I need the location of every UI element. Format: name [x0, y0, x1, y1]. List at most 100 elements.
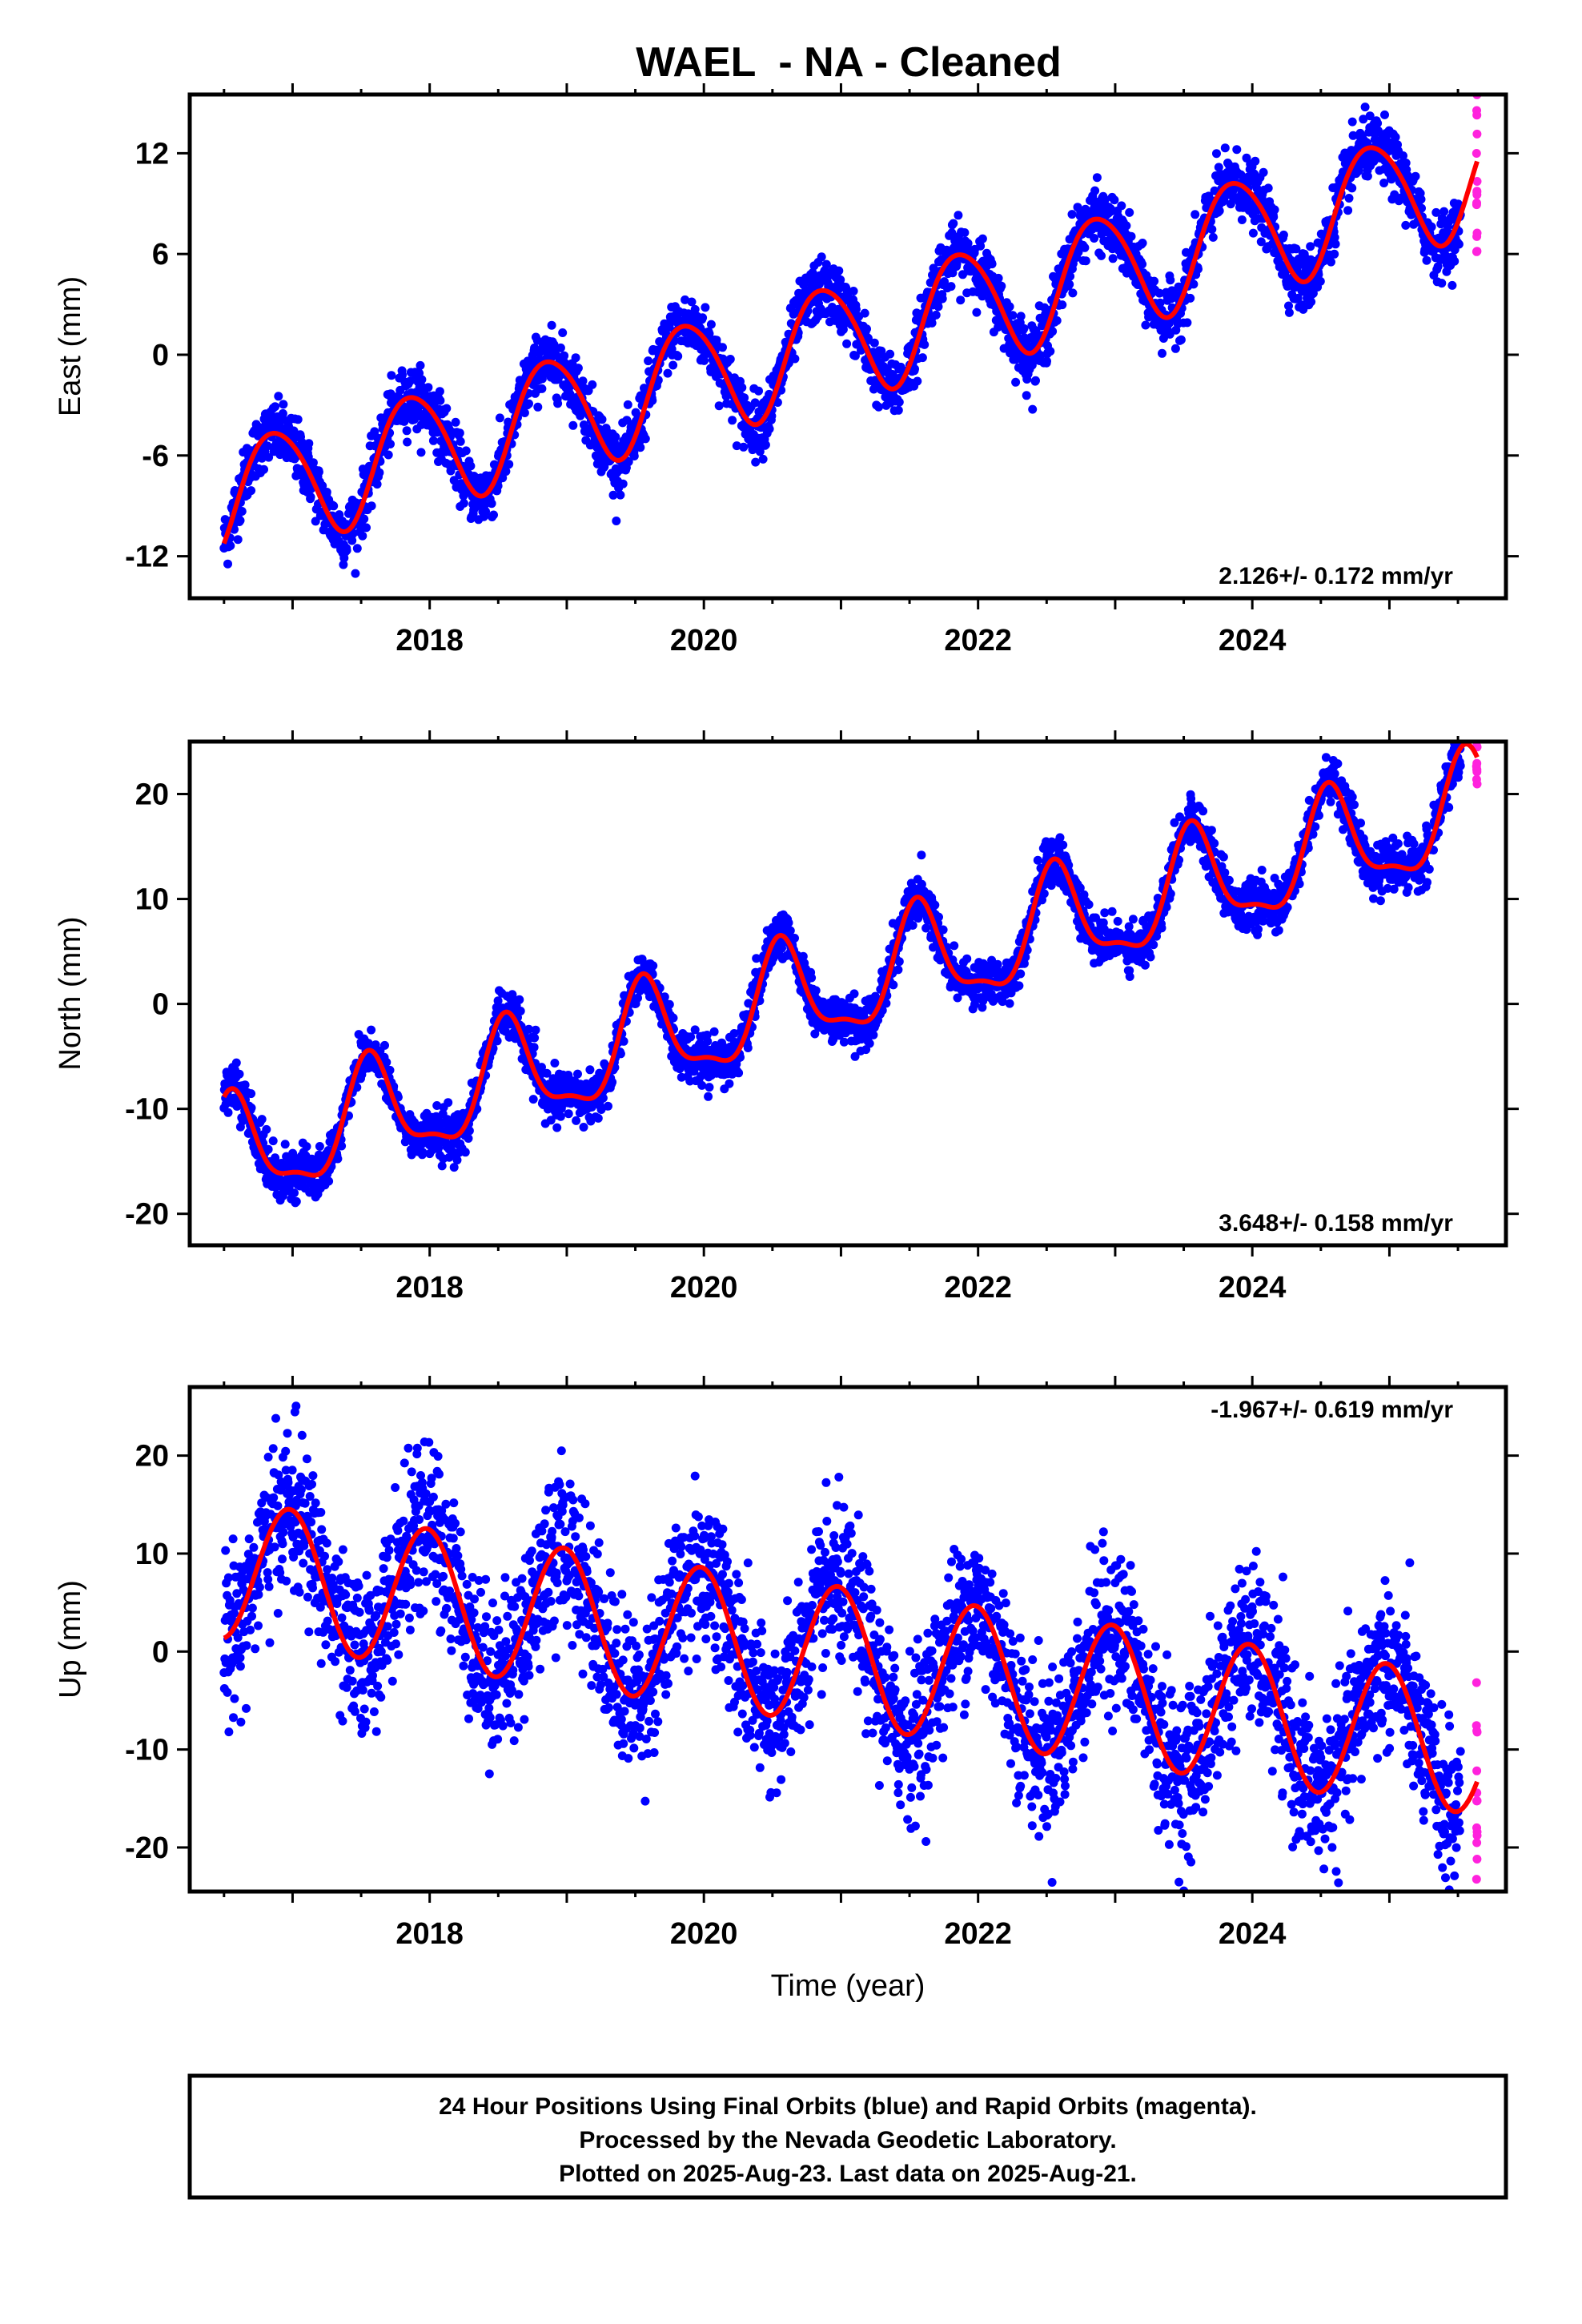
east-final-point [1256, 237, 1266, 247]
east-final-point [1360, 103, 1370, 112]
east-final-point [1176, 335, 1186, 344]
east-final-point [1214, 163, 1223, 172]
north-final-point [231, 1058, 241, 1068]
east-final-point [226, 541, 235, 550]
east-final-point [1088, 195, 1098, 204]
east-final-point [247, 486, 256, 496]
north-final-point [464, 1126, 474, 1136]
east-final-point [938, 294, 947, 304]
east-final-point [487, 499, 496, 509]
east-final-point [739, 442, 749, 452]
east-final-point [1186, 293, 1195, 303]
east-final-point [504, 460, 514, 469]
east-final-point [271, 402, 280, 412]
north-final-point [337, 1141, 347, 1151]
east-final-point [571, 353, 580, 363]
east-final-point [623, 400, 632, 409]
north-final-point [665, 999, 674, 1009]
east-final-point [1108, 254, 1118, 263]
east-x-tick-label: 2022 [944, 624, 1012, 657]
east-marks [219, 94, 1482, 578]
east-final-point [1066, 271, 1075, 281]
east-final-point [874, 402, 883, 412]
east-final-point [1433, 262, 1443, 271]
east-final-point [629, 452, 639, 460]
east-final-point [732, 441, 741, 451]
east-y-tick-label: 6 [152, 238, 169, 271]
east-final-point [466, 461, 476, 471]
north-final-point [492, 1036, 502, 1046]
north-final-point [785, 926, 795, 935]
north-final-point [302, 1142, 311, 1152]
east-final-point [927, 318, 937, 328]
east-final-point [1110, 195, 1119, 205]
east-final-point [1363, 171, 1372, 181]
east-final-point [1343, 206, 1353, 215]
east-final-point [387, 371, 396, 380]
east-final-point [863, 333, 873, 343]
east-final-point [949, 219, 958, 228]
east-final-point [1067, 210, 1077, 219]
east-final-point [398, 370, 407, 380]
east-final-point [718, 343, 727, 352]
east-final-point [1365, 111, 1375, 121]
north-final-point [516, 1007, 525, 1015]
east-final-point [1431, 207, 1441, 217]
east-final-point [1331, 239, 1340, 249]
east-final-point [618, 479, 628, 489]
north-final-point [263, 1144, 273, 1154]
east-final-point [754, 386, 763, 396]
east-final-point [1252, 184, 1262, 194]
east-final-point [931, 310, 941, 320]
north-final-point [703, 1036, 713, 1046]
east-final-point [347, 536, 357, 545]
east-frame [187, 92, 1508, 601]
east-final-point [761, 440, 770, 449]
east-final-point [342, 545, 351, 555]
north-final-point [734, 1068, 744, 1078]
east-final-point [1215, 206, 1224, 215]
north-final-point [550, 1059, 560, 1068]
east-final-point [501, 467, 511, 476]
north-final-point [280, 1140, 290, 1149]
east-final-point [235, 516, 245, 525]
east-final-point [663, 368, 673, 378]
north-final-point [573, 1069, 582, 1079]
east-final-point [612, 517, 621, 525]
east-final-point [616, 490, 625, 500]
north-final-point [315, 1142, 324, 1151]
east-y-tick-label: 12 [135, 137, 169, 171]
east-final-point [698, 313, 708, 323]
north-final-point [352, 1083, 362, 1092]
east-final-point [1074, 247, 1083, 257]
east-final-point [1058, 300, 1067, 310]
east-final-point [600, 462, 609, 472]
east-final-point [1401, 220, 1411, 230]
east-final-point [1399, 151, 1407, 160]
east-final-point [348, 529, 358, 538]
east-final-point [673, 352, 683, 361]
east-final-point [223, 559, 232, 569]
east-final-point [442, 404, 452, 413]
east-final-point [1437, 279, 1447, 288]
east-final-point [934, 302, 943, 312]
east-final-point [573, 364, 583, 373]
east-final-point [721, 392, 731, 401]
east-final-point [289, 426, 299, 436]
east-final-point [842, 339, 852, 348]
east-final-point [947, 228, 957, 238]
east-final-point [1237, 215, 1247, 224]
east-final-point [849, 287, 858, 296]
east-final-point [257, 453, 267, 463]
east-final-point [547, 320, 556, 330]
east-final-point [1291, 244, 1301, 254]
east-final-point [1065, 279, 1074, 289]
east-final-point [489, 510, 498, 520]
east-final-point [976, 241, 986, 251]
east-final-point [424, 383, 433, 392]
east-rapid-point [1472, 198, 1481, 207]
north-final-point [385, 1065, 395, 1075]
east-final-point [1348, 131, 1358, 140]
east-final-point [1154, 288, 1164, 298]
east-final-point [1284, 308, 1294, 317]
